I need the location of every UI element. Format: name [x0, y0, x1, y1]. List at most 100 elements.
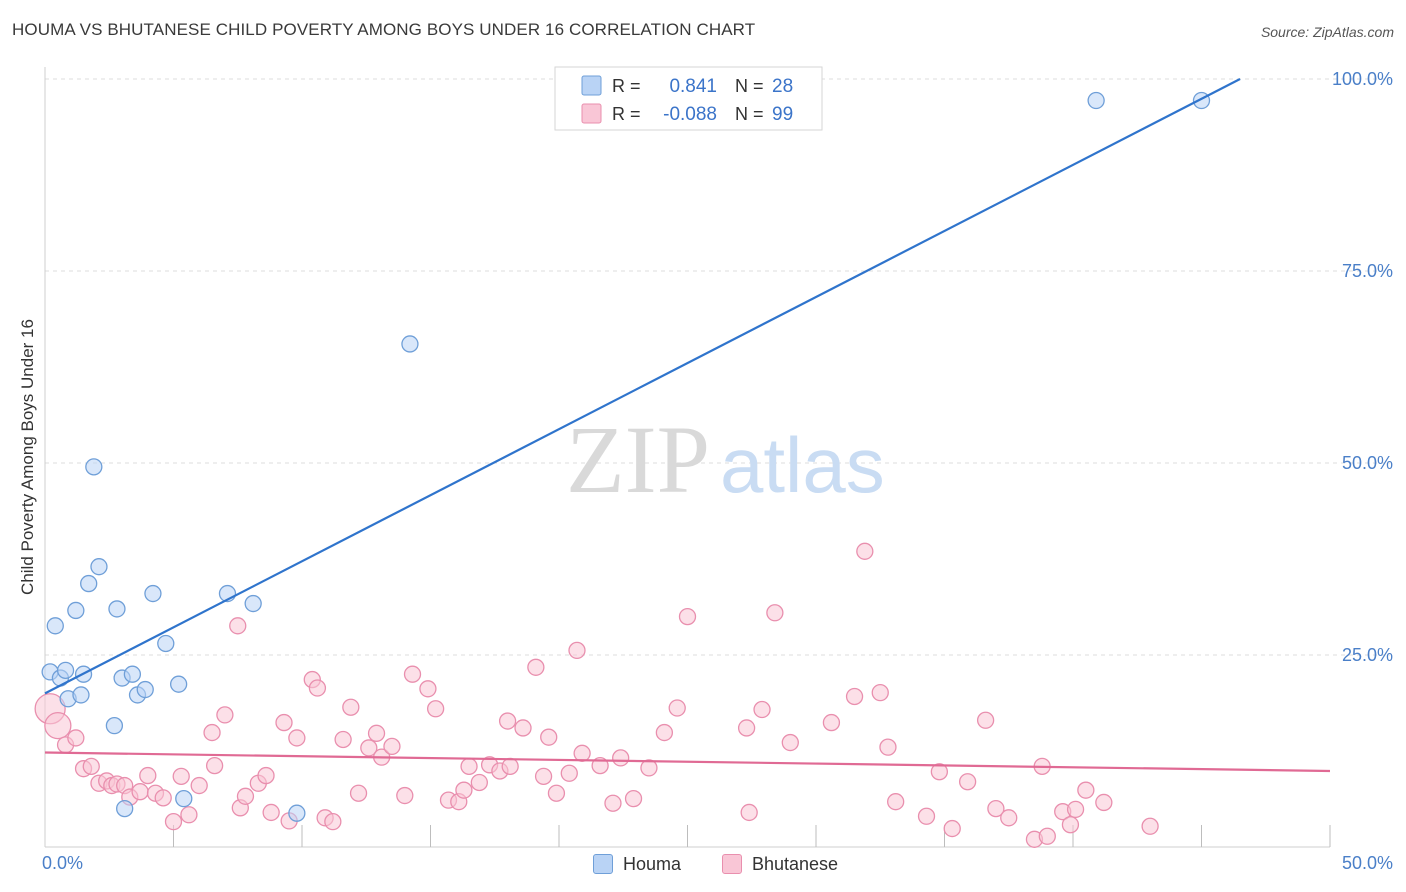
- bhutanese-point: [737, 719, 756, 737]
- bhutanese-point: [1000, 809, 1018, 827]
- bhutanese-point: [740, 803, 758, 822]
- bhutanese-point: [257, 766, 275, 785]
- y-axis-label: Child Poverty Among Boys Under 16: [18, 319, 37, 595]
- bhutanese-point: [640, 759, 658, 777]
- bhutanese-point: [275, 713, 293, 732]
- bhutanese-point: [308, 679, 327, 697]
- bhutanese-point: [334, 730, 352, 749]
- bhutanese-point: [604, 794, 622, 812]
- bhutanese-point: [288, 729, 306, 747]
- watermark-atlas: atlas: [720, 421, 885, 509]
- bhutanese-n-label: N =: [735, 104, 764, 124]
- houma-point: [116, 799, 134, 818]
- bhutanese-point: [236, 787, 255, 805]
- houma-point: [144, 584, 162, 603]
- bhutanese-point: [1061, 816, 1080, 834]
- chart-title: HOUMA VS BHUTANESE CHILD POVERTY AMONG B…: [12, 20, 756, 39]
- bhutanese-point: [403, 665, 422, 683]
- houma-point: [108, 600, 126, 618]
- bhutanese-point: [426, 700, 445, 718]
- houma-point: [136, 680, 154, 699]
- bhutanese-point: [766, 604, 784, 622]
- legend-item-bhutanese[interactable]: Bhutanese: [722, 852, 838, 876]
- bhutanese-point: [498, 712, 517, 730]
- bhutanese-point: [164, 813, 183, 831]
- bhutanese-r-value: -0.088: [663, 104, 717, 125]
- legend-label-bhutanese: Bhutanese: [752, 853, 839, 874]
- bhutanese-point: [753, 700, 771, 719]
- bhutanese-point: [460, 757, 478, 776]
- bhutanese-point: [943, 819, 961, 838]
- bhutanese-point: [1077, 781, 1095, 799]
- houma-r-label: R =: [612, 76, 641, 96]
- houma-n-label: N =: [735, 76, 764, 96]
- bhutanese-point: [514, 719, 532, 737]
- bhutanese-point: [987, 799, 1005, 818]
- bhutanese-point: [547, 784, 566, 802]
- bhutanese-point: [958, 773, 977, 791]
- bhutanese-point: [856, 542, 874, 560]
- houma-point: [157, 634, 175, 653]
- watermark: ZIP atlas: [566, 406, 885, 513]
- bhutanese-point: [360, 739, 378, 757]
- bhutanese-point: [455, 781, 473, 799]
- bhutanese-point: [342, 698, 360, 716]
- grid-lines: 25.0% 50.0% 75.0% 100.0%: [45, 69, 1393, 665]
- bhutanese-point: [1141, 817, 1159, 835]
- bhutanese-point: [568, 641, 586, 660]
- bhutanese-point: [349, 784, 368, 802]
- bhutanese-point: [976, 711, 995, 729]
- bhutanese-point: [324, 813, 342, 831]
- bhutanese-point: [419, 680, 437, 698]
- bhutanese-point: [203, 723, 221, 742]
- bhutanese-point: [67, 729, 85, 747]
- bhutanese-point: [1038, 827, 1056, 845]
- houma-point: [123, 665, 142, 683]
- y-tick-label: 25.0%: [1342, 645, 1393, 665]
- houma-point: [175, 789, 193, 808]
- bhutanese-point: [1095, 793, 1113, 812]
- y-tick-label: 50.0%: [1342, 453, 1393, 473]
- bhutanese-point: [229, 617, 247, 635]
- houma-point: [244, 594, 262, 613]
- bhutanese-point: [131, 783, 149, 801]
- bhutanese-point: [540, 728, 558, 746]
- stats-legend: R = 0.841 N = 28 R = -0.088 N = 99: [554, 66, 823, 131]
- bhutanese-point: [534, 767, 553, 785]
- houma-point: [401, 335, 419, 353]
- watermark-zip: ZIP: [566, 406, 710, 513]
- houma-point: [46, 617, 64, 635]
- houma-point: [90, 558, 108, 576]
- y-tick-label: 100.0%: [1332, 69, 1393, 89]
- bhutanese-point: [930, 763, 949, 781]
- bhutanese-point: [624, 789, 643, 808]
- source-label: Source: ZipAtlas.com: [1260, 24, 1394, 40]
- legend-swatch-houma: [593, 854, 613, 874]
- trend-lines: [44, 78, 1331, 773]
- y-tick-label: 75.0%: [1342, 261, 1393, 281]
- bhutanese-point: [139, 766, 157, 785]
- bhutanese-r-label: R =: [612, 104, 641, 124]
- bhutanese-point: [367, 724, 386, 742]
- bhutanese-point: [154, 789, 172, 807]
- bhutanese-point: [216, 706, 234, 724]
- bhutanese-point: [190, 776, 208, 795]
- bhutanese-point: [44, 712, 72, 740]
- houma-point: [1087, 91, 1105, 110]
- houma-point: [56, 661, 75, 680]
- legend-item-houma[interactable]: Houma: [593, 852, 681, 876]
- houma-point: [288, 804, 306, 822]
- bhutanese-point: [573, 744, 591, 762]
- houma-point: [67, 601, 85, 620]
- bhutanese-point: [612, 749, 630, 767]
- bhutanese-point: [172, 767, 190, 785]
- bhutanese-point: [205, 756, 224, 775]
- bhutanese-point: [887, 793, 905, 811]
- bhutanese-point: [845, 687, 864, 706]
- bhutanese-point: [262, 803, 280, 822]
- bhutanese-point: [917, 807, 936, 825]
- bhutanese-point: [82, 757, 100, 776]
- bhutanese-point: [1066, 800, 1085, 819]
- bhutanese-point: [781, 733, 799, 752]
